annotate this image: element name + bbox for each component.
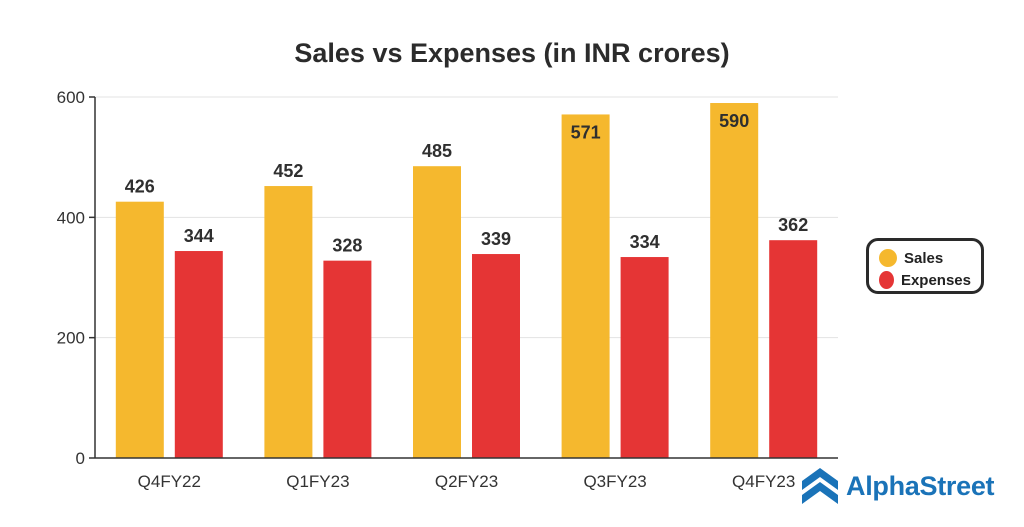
x-tick-label: Q4FY23: [732, 472, 795, 491]
x-tick-label: Q3FY23: [583, 472, 646, 491]
legend-swatch-expenses: [879, 271, 894, 289]
bar-sales-q1fy23: [264, 186, 313, 458]
alphastreet-logo-icon: [802, 468, 838, 504]
bars: [115, 103, 818, 459]
x-tick-label: Q4FY22: [138, 472, 201, 491]
x-axis-ticks: Q4FY22 Q1FY23 Q2FY23 Q3FY23 Q4FY23: [138, 472, 796, 491]
legend-item-sales: Sales: [879, 247, 971, 269]
data-label-expenses-q2fy23: 339: [481, 229, 511, 249]
data-label-sales-q4fy23: 590: [719, 111, 749, 131]
bar-expenses-q4fy22: [174, 251, 223, 458]
data-label-sales-q4fy22: 426: [125, 177, 155, 197]
y-tick-label: 200: [57, 329, 85, 348]
bar-sales-q4fy23: [710, 103, 759, 459]
data-label-sales-q2fy23: 485: [422, 141, 452, 161]
y-tick-label: 400: [57, 208, 85, 227]
y-tick-label: 0: [76, 449, 85, 468]
bar-expenses-q1fy23: [323, 260, 372, 458]
legend: Sales Expenses: [866, 238, 984, 294]
bar-expenses-q4fy23: [769, 240, 818, 458]
bar-expenses-q2fy23: [472, 254, 520, 458]
bar-sales-q2fy23: [413, 166, 461, 459]
x-tick-label: Q1FY23: [286, 472, 349, 491]
data-label-expenses-q4fy23: 362: [778, 215, 808, 235]
brand-name: AlphaStreet: [846, 470, 995, 501]
legend-swatch-sales: [879, 249, 897, 267]
legend-item-expenses: Expenses: [879, 269, 971, 291]
bar-expenses-q3fy23: [620, 257, 669, 458]
data-labels: 426 344 452 328 485 339 571 334 590 362: [125, 111, 808, 256]
data-label-expenses-q4fy22: 344: [184, 226, 214, 246]
data-label-sales-q3fy23: 571: [571, 122, 601, 142]
x-tick-label: Q2FY23: [435, 472, 498, 491]
legend-label-sales: Sales: [904, 249, 944, 267]
legend-label-expenses: Expenses: [900, 271, 971, 289]
brand-logo: AlphaStreet: [800, 466, 995, 506]
chart-title: Sales vs Expenses (in INR crores): [294, 38, 729, 68]
data-label-expenses-q3fy23: 334: [630, 232, 660, 252]
data-label-sales-q1fy23: 452: [273, 161, 303, 181]
bar-sales-q3fy23: [561, 114, 610, 458]
bar-sales-q4fy22: [115, 201, 164, 458]
y-axis-ticks: 0 200 400 600: [57, 88, 95, 468]
data-label-expenses-q1fy23: 328: [332, 236, 362, 256]
y-tick-label: 600: [57, 88, 85, 107]
